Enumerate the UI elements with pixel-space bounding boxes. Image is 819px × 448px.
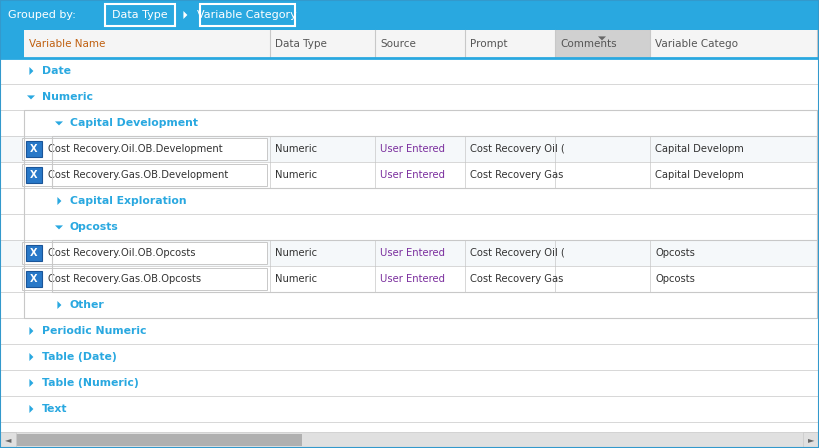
Bar [0, 162, 819, 188]
Text: Capital Development: Capital Development [70, 118, 198, 128]
Text: Cost Recovery Oil (: Cost Recovery Oil ( [470, 248, 565, 258]
Bar [8, 30, 16, 58]
Text: User Entered: User Entered [380, 170, 445, 180]
Bar [0, 432, 16, 448]
Text: Prompt: Prompt [470, 39, 508, 49]
Bar [0, 240, 819, 266]
Bar [52, 240, 817, 292]
Text: Cost Recovery.Oil.OB.Opcosts: Cost Recovery.Oil.OB.Opcosts [48, 248, 196, 258]
Bar [105, 4, 175, 26]
Text: Variable Catego: Variable Catego [655, 39, 738, 49]
Text: Data Type: Data Type [275, 39, 327, 49]
Bar [0, 136, 819, 162]
Bar [0, 110, 819, 136]
Bar [0, 188, 819, 214]
Bar [26, 141, 42, 157]
Text: Opcosts: Opcosts [655, 248, 695, 258]
Polygon shape [29, 67, 34, 75]
Bar [16, 434, 302, 446]
Text: Periodic Numeric: Periodic Numeric [42, 326, 147, 336]
Text: Other: Other [70, 300, 105, 310]
Bar [200, 4, 295, 26]
Text: X: X [30, 144, 38, 154]
Bar [0, 292, 819, 318]
Text: Numeric: Numeric [275, 170, 317, 180]
Bar [26, 167, 42, 183]
Bar [0, 344, 819, 370]
Text: Capital Developm: Capital Developm [655, 144, 744, 154]
Bar [22, 242, 267, 264]
Polygon shape [598, 36, 606, 40]
Text: Numeric: Numeric [275, 144, 317, 154]
Text: User Entered: User Entered [380, 274, 445, 284]
Polygon shape [57, 301, 61, 309]
Text: Cost Recovery Gas: Cost Recovery Gas [470, 170, 563, 180]
Text: Variable Name: Variable Name [29, 39, 106, 49]
Text: Numeric: Numeric [275, 274, 317, 284]
Bar [0, 30, 8, 58]
Text: Opcosts: Opcosts [70, 222, 119, 232]
Polygon shape [29, 327, 34, 335]
Bar [0, 30, 819, 58]
Text: X: X [30, 248, 38, 258]
Bar [0, 214, 819, 240]
Text: Variable Category: Variable Category [197, 10, 296, 20]
Text: Source: Source [380, 39, 416, 49]
Bar [22, 164, 267, 186]
Bar [26, 245, 42, 261]
Text: Comments: Comments [560, 39, 617, 49]
Text: Grouped by:: Grouped by: [8, 10, 76, 20]
Polygon shape [29, 379, 34, 387]
Polygon shape [183, 11, 188, 19]
Text: Numeric: Numeric [275, 248, 317, 258]
Bar [16, 30, 24, 58]
Bar [0, 432, 819, 448]
Text: X: X [30, 170, 38, 180]
Polygon shape [27, 95, 35, 99]
Bar [0, 84, 819, 110]
Polygon shape [55, 121, 63, 125]
Bar [0, 318, 819, 344]
Polygon shape [57, 197, 61, 205]
Text: Opcosts: Opcosts [655, 274, 695, 284]
Polygon shape [29, 353, 34, 361]
Bar [0, 58, 819, 84]
Bar [555, 30, 650, 58]
Text: Capital Exploration: Capital Exploration [70, 196, 187, 206]
Bar [26, 271, 42, 287]
Bar [0, 370, 819, 396]
Text: Capital Developm: Capital Developm [655, 170, 744, 180]
Text: ◄: ◄ [5, 435, 11, 444]
Bar [0, 266, 819, 292]
Text: Table (Numeric): Table (Numeric) [42, 378, 138, 388]
Polygon shape [29, 405, 34, 413]
Bar [22, 138, 267, 160]
Bar [0, 396, 819, 422]
Bar [22, 268, 267, 290]
Text: Cost Recovery Oil (: Cost Recovery Oil ( [470, 144, 565, 154]
Text: Date: Date [42, 66, 71, 76]
Text: Cost Recovery Gas: Cost Recovery Gas [470, 274, 563, 284]
Bar [803, 432, 819, 448]
Text: Data Type: Data Type [112, 10, 168, 20]
Bar [24, 110, 817, 318]
Text: Cost Recovery.Oil.OB.Development: Cost Recovery.Oil.OB.Development [48, 144, 223, 154]
Bar [0, 0, 819, 30]
Text: User Entered: User Entered [380, 248, 445, 258]
Text: Numeric: Numeric [42, 92, 93, 102]
Bar [0, 58, 819, 432]
Text: User Entered: User Entered [380, 144, 445, 154]
Text: X: X [30, 274, 38, 284]
Polygon shape [55, 225, 63, 229]
Text: ►: ► [808, 435, 814, 444]
Bar [52, 136, 817, 188]
Text: Cost Recovery.Gas.OB.Development: Cost Recovery.Gas.OB.Development [48, 170, 229, 180]
Text: Text: Text [42, 404, 67, 414]
Text: Cost Recovery.Gas.OB.Opcosts: Cost Recovery.Gas.OB.Opcosts [48, 274, 201, 284]
Text: Table (Date): Table (Date) [42, 352, 117, 362]
